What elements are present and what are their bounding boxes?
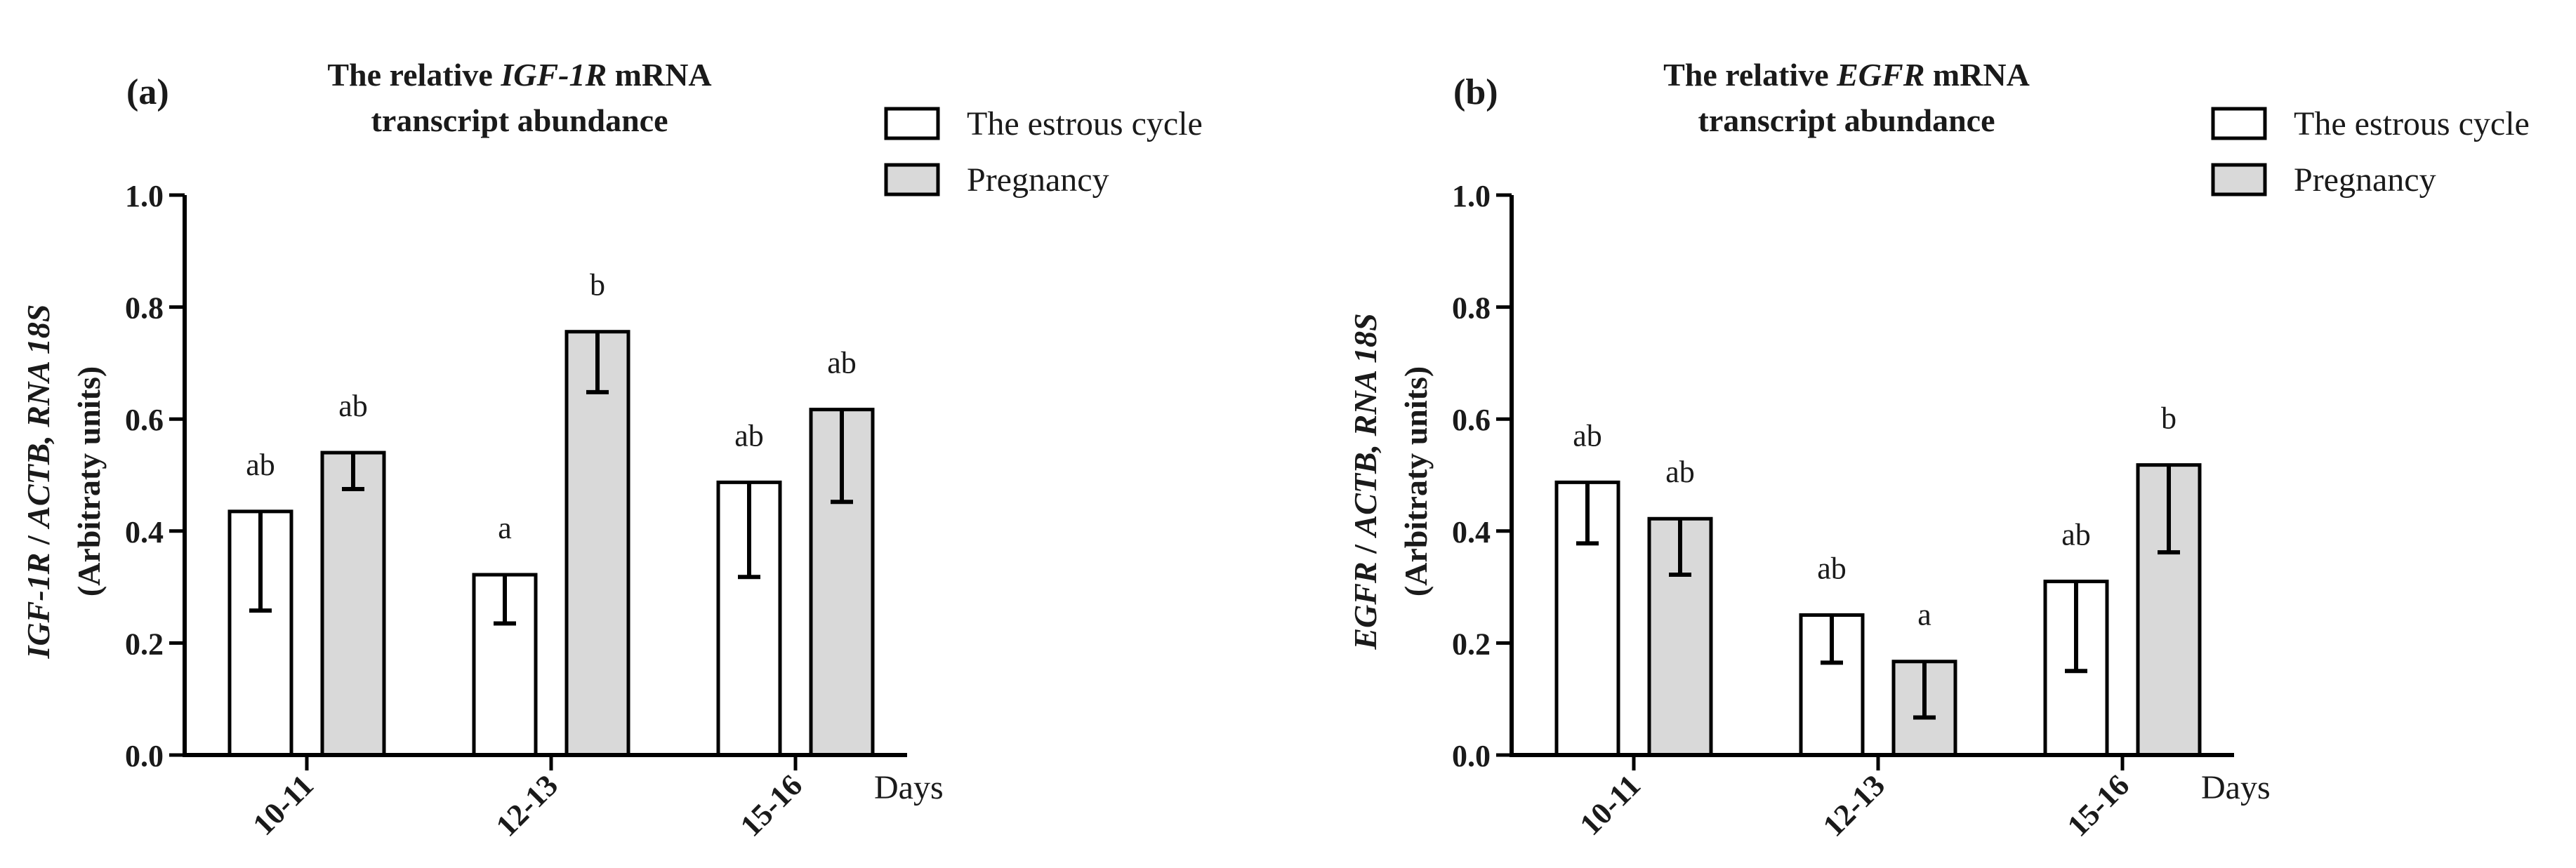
chart-title-b-part-2: mRNA bbox=[1924, 57, 2029, 93]
x-tick-label-b-1: 12-13 bbox=[1816, 768, 1891, 843]
y-tick-label-a-2: 0.4 bbox=[125, 515, 164, 549]
legend-label-a-0: The estrous cycle bbox=[967, 105, 1203, 142]
y-tick-label-a-1: 0.2 bbox=[125, 627, 164, 661]
significance-letter-a-10-11-1: ab bbox=[338, 389, 368, 423]
significance-letter-b-12-13-1: a bbox=[1917, 598, 1931, 632]
significance-letter-b-15-16-1: b bbox=[2161, 401, 2177, 436]
significance-letter-a-12-13-0: a bbox=[498, 511, 512, 545]
y-axis-label-a-part-1: / bbox=[20, 528, 56, 553]
y-axis-label-b-part-1: / bbox=[1347, 537, 1383, 562]
x-tick-label-a-2: 15-16 bbox=[734, 768, 809, 843]
y-axis-label-a-part-2: ACTB, RNA 18S bbox=[20, 305, 56, 530]
y-axis-unit-label-a: (Arbitraty units) bbox=[71, 366, 107, 596]
significance-letter-a-10-11-0: ab bbox=[246, 448, 275, 482]
x-tick-label-b-0: 10-11 bbox=[1573, 768, 1648, 842]
y-tick-label-b-0: 0.0 bbox=[1452, 739, 1491, 773]
y-tick-label-a-0: 0.0 bbox=[125, 739, 164, 773]
chart-title-b-part-0: The relative bbox=[1663, 57, 1837, 93]
y-axis-unit-label-b: (Arbitraty units) bbox=[1398, 366, 1434, 596]
significance-letter-a-15-16-1: ab bbox=[827, 346, 857, 380]
panel-a-chart: (a) The relative IGF-1R mRNA transcript ab… bbox=[20, 57, 1203, 843]
y-tick-label-a-5: 1.0 bbox=[125, 179, 164, 213]
significance-letter-b-15-16-0: ab bbox=[2061, 518, 2091, 552]
legend-label-b-1: Pregnancy bbox=[2294, 161, 2436, 199]
chart-subtitle-b: transcript abundance bbox=[1698, 102, 1995, 138]
y-axis-label-a-part-0: IGF-1R bbox=[20, 553, 56, 660]
x-tick-label-a-0: 10-11 bbox=[246, 768, 321, 842]
chart-title-a-part-2: mRNA bbox=[607, 57, 711, 93]
legend-swatch-b-0 bbox=[2211, 107, 2267, 140]
bar-a-12-13-1 bbox=[564, 330, 630, 757]
y-tick-label-b-1: 0.2 bbox=[1452, 627, 1491, 661]
significance-letter-b-10-11-0: ab bbox=[1573, 418, 1602, 453]
chart-title-b: The relative EGFR mRNA bbox=[1663, 57, 2030, 93]
panel-label-a: (a) bbox=[126, 72, 169, 112]
x-axis-label-b: Days bbox=[2201, 769, 2271, 806]
y-axis-label-b-part-0: EGFR bbox=[1347, 561, 1383, 650]
y-tick-label-b-3: 0.6 bbox=[1452, 403, 1491, 437]
y-tick-label-b-2: 0.4 bbox=[1452, 515, 1491, 549]
chart-subtitle-a: transcript abundance bbox=[371, 102, 668, 138]
x-tick-label-a-1: 12-13 bbox=[489, 768, 564, 843]
y-tick-label-a-3: 0.6 bbox=[125, 403, 164, 437]
y-axis-label-b: EGFR / ACTB, RNA 18S bbox=[1347, 313, 1383, 650]
bar-a-10-11-1 bbox=[320, 450, 386, 757]
y-axis-label-b-part-2: ACTB, RNA 18S bbox=[1347, 313, 1383, 538]
y-axis-label-a: IGF-1R / ACTB, RNA 18S bbox=[20, 305, 56, 660]
chart-title-a: The relative IGF-1R mRNA bbox=[327, 57, 711, 93]
significance-letter-b-12-13-0: ab bbox=[1817, 552, 1847, 586]
legend-label-b-0: The estrous cycle bbox=[2294, 105, 2530, 142]
legend-swatch-a-0 bbox=[884, 107, 940, 140]
significance-letter-b-10-11-1: ab bbox=[1665, 455, 1695, 489]
chart-title-a-part-1: IGF-1R bbox=[500, 57, 607, 93]
legend-swatch-b-1 bbox=[2211, 163, 2267, 196]
legend-swatch-a-1 bbox=[884, 163, 940, 196]
x-axis-label-a: Days bbox=[874, 769, 944, 806]
x-tick-label-b-2: 15-16 bbox=[2061, 768, 2136, 843]
panel-label-b: (b) bbox=[1453, 72, 1498, 112]
y-tick-label-b-4: 0.8 bbox=[1452, 291, 1491, 326]
significance-letter-a-12-13-1: b bbox=[590, 268, 605, 302]
y-tick-label-b-5: 1.0 bbox=[1452, 179, 1491, 213]
panel-b-chart: (b) The relative EGFR mRNA transcript abun… bbox=[1347, 57, 2530, 843]
chart-title-b-part-1: EGFR bbox=[1836, 57, 1924, 93]
significance-letter-a-15-16-0: ab bbox=[734, 418, 764, 453]
chart-title-a-part-0: The relative bbox=[327, 57, 501, 93]
legend-label-a-1: Pregnancy bbox=[967, 161, 1109, 199]
y-tick-label-a-4: 0.8 bbox=[125, 291, 164, 326]
